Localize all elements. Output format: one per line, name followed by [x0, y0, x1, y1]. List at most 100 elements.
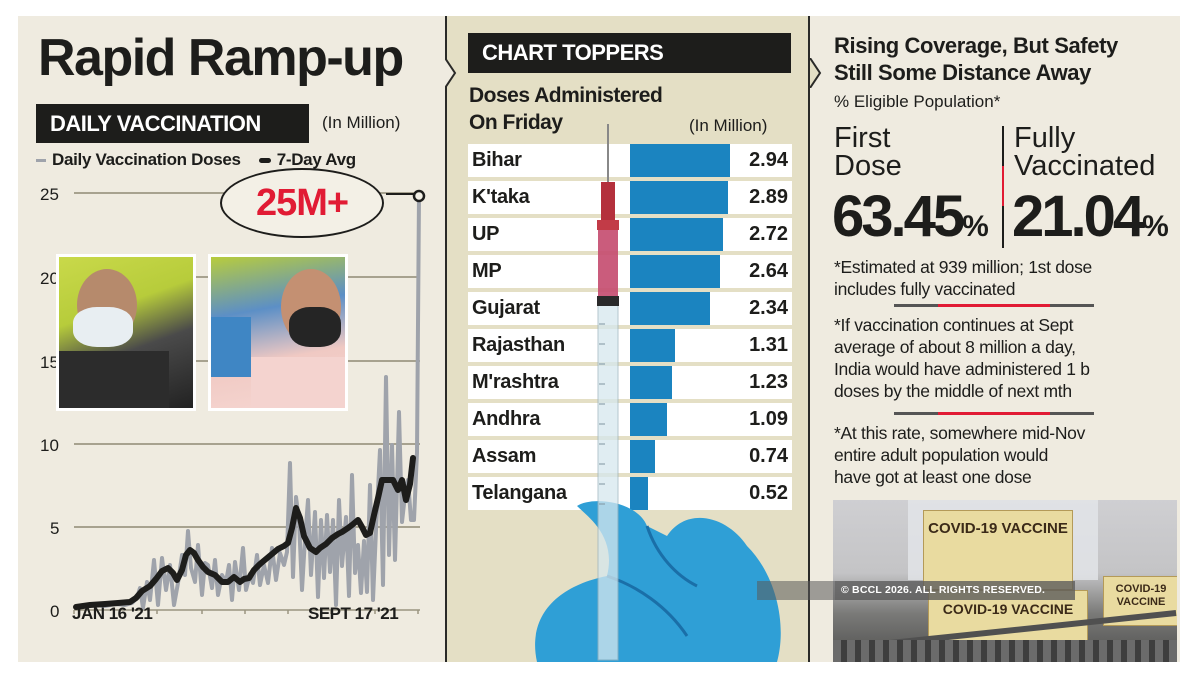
state-bar-row: Assam 0.74 — [468, 440, 792, 473]
chart-toppers-panel: CHART TOPPERS Doses Administered On Frid… — [445, 16, 822, 662]
x-axis-start-label: JAN 16 '21 — [72, 604, 153, 623]
unit-label: (In Million) — [322, 113, 401, 132]
note-line: *At this rate, somewhere mid-Nov — [834, 423, 1086, 443]
x-axis-ticks — [73, 610, 419, 614]
vaccine-box: COVID-19 VACCINE — [923, 510, 1073, 590]
svg-text:0: 0 — [50, 602, 59, 620]
state-bar — [630, 218, 723, 251]
state-value: 0.52 — [749, 482, 788, 504]
stat-divider-accent — [1002, 166, 1004, 206]
state-label: Telangana — [472, 482, 567, 504]
state-label: UP — [472, 223, 500, 245]
cooler-box-shape — [211, 317, 251, 377]
note-estimate: *Estimated at 939 million; 1st dose incl… — [834, 256, 1092, 300]
state-bar-row: MP 2.64 — [468, 255, 792, 288]
legend-label-avg: 7-Day Avg — [276, 150, 356, 169]
seven-day-avg-series — [73, 455, 416, 610]
state-bar — [630, 366, 672, 399]
note-separator — [894, 304, 1094, 307]
state-bar-row: Bihar 2.94 — [468, 144, 792, 177]
state-bar — [630, 440, 656, 473]
state-bar — [630, 144, 730, 177]
note-line: entire adult population would — [834, 445, 1049, 465]
chart-subtitle: Doses Administered On Friday — [469, 82, 663, 136]
state-value: 0.74 — [749, 445, 788, 467]
state-value: 1.31 — [749, 334, 788, 356]
note-line: includes fully vaccinated — [834, 279, 1016, 299]
coverage-subtitle: % Eligible Population* — [834, 92, 1001, 111]
state-bar — [630, 477, 648, 510]
right-notch-divider — [810, 58, 822, 88]
note-line: doses by the middle of next mth — [834, 381, 1072, 401]
gloved-hand-illustration — [535, 501, 781, 662]
section-label-chart-toppers: CHART TOPPERS — [468, 33, 791, 73]
label-line-1: First — [834, 122, 891, 154]
legend-swatch-avg — [258, 157, 271, 163]
state-label: Gujarat — [472, 297, 540, 319]
state-bar — [630, 292, 710, 325]
note-line: average of about 8 million a day, — [834, 337, 1076, 357]
subtitle-line-1: Doses Administered — [469, 84, 663, 107]
state-label: MP — [472, 260, 502, 282]
x-axis-end-label: SEPT 17 '21 — [308, 604, 399, 623]
coverage-panel: Rising Coverage, But Safety Still Some D… — [812, 16, 1180, 662]
title-line-2: Still Some Distance Away — [834, 60, 1091, 85]
mask-shape — [73, 307, 133, 347]
svg-text:5: 5 — [50, 519, 59, 538]
left-notch-divider — [445, 58, 457, 88]
state-bar-row: Telangana 0.52 — [468, 477, 792, 510]
state-value: 2.72 — [749, 223, 788, 245]
photo-vaccinee-man — [56, 254, 196, 411]
state-bar-row: K'taka 2.89 — [468, 181, 792, 214]
state-bar — [630, 329, 675, 362]
conveyor-rollers — [833, 640, 1177, 662]
peak-callout-badge: 25M+ — [220, 168, 384, 238]
chart-legend: Daily Vaccination Doses 7-Day Avg — [36, 150, 356, 170]
unit-label: (In Million) — [689, 116, 768, 135]
section-label-daily-vaccination: DAILY VACCINATION — [36, 104, 309, 143]
first-dose-number: 63.45 — [832, 184, 965, 249]
percent-sign: % — [1142, 210, 1169, 243]
fully-vaccinated-number: 21.04 — [1012, 184, 1145, 249]
state-bar-chart: Bihar 2.94 K'taka 2.89 UP 2.72 MP 2.64 Gujarat 2.… — [468, 144, 792, 514]
note-adult-coverage: *At this rate, somewhere mid-Nov entire … — [834, 422, 1085, 488]
state-label: Rajasthan — [472, 334, 565, 356]
note-line: have got at least one dose — [834, 467, 1032, 487]
note-separator — [894, 412, 1094, 415]
watermark-band — [757, 581, 835, 600]
fully-vaccinated-label: Fully Vaccinated — [1014, 122, 1156, 182]
state-bar-row: Andhra 1.09 — [468, 403, 792, 436]
first-dose-label: First Dose — [834, 122, 902, 182]
note-line: *Estimated at 939 million; 1st dose — [834, 257, 1092, 277]
state-value: 2.89 — [749, 186, 788, 208]
state-label: Assam — [472, 445, 537, 467]
label-line-1: Fully — [1014, 122, 1076, 154]
shirt-shape — [59, 351, 169, 408]
state-label: K'taka — [472, 186, 530, 208]
note-line: India would have administered 1 b — [834, 359, 1090, 379]
peak-marker — [412, 189, 426, 203]
label-line-2: Dose — [834, 150, 902, 182]
state-value: 2.94 — [749, 149, 788, 171]
state-value: 1.09 — [749, 408, 788, 430]
note-projection: *If vaccination continues at Sept averag… — [834, 314, 1090, 402]
title-line-1: Rising Coverage, But Safety — [834, 33, 1118, 58]
daily-doses-series — [75, 195, 421, 610]
daily-vaccination-panel: Rapid Ramp-up DAILY VACCINATION (In Mill… — [18, 16, 445, 662]
label-line-2: Vaccinated — [1014, 150, 1156, 182]
percent-sign: % — [962, 210, 989, 243]
daily-vaccination-line-chart: 25 20 15 10 5 0 — [40, 185, 426, 620]
state-bar — [630, 181, 729, 214]
fully-vaccinated-value: 21.04% — [1012, 188, 1169, 256]
state-bar-row: M'rashtra 1.23 — [468, 366, 792, 399]
note-line: *If vaccination continues at Sept — [834, 315, 1074, 335]
state-value: 1.23 — [749, 371, 788, 393]
state-label: Bihar — [472, 149, 522, 171]
state-bar — [630, 403, 668, 436]
state-value: 2.64 — [749, 260, 788, 282]
photo-vaccinee-woman — [208, 254, 348, 411]
state-label: Andhra — [472, 408, 541, 430]
state-label: M'rashtra — [472, 371, 559, 393]
mask-shape — [289, 307, 341, 347]
state-bar — [630, 255, 720, 288]
